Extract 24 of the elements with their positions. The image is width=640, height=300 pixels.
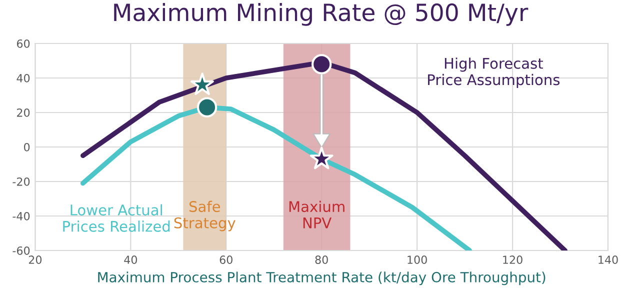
y-tick-label: 40 bbox=[16, 74, 30, 82]
y-tick-label: 60 bbox=[16, 39, 30, 48]
x-tick-label: 40 bbox=[124, 256, 137, 264]
x-tick-label: 60 bbox=[220, 256, 232, 264]
x-axis-title: Maximum Process Plant Treatment Rate (kt/day Ore Throughput) bbox=[98, 272, 546, 286]
series-label: Lower Actual Prices Realized bbox=[63, 204, 170, 232]
chart-title: Maximum Mining Rate @ 500 Mt/yr bbox=[114, 3, 528, 26]
series-label: High Forecast Price Assumptions bbox=[428, 58, 560, 88]
point bbox=[190, 72, 214, 96]
point bbox=[312, 54, 332, 74]
x-tick-label: 140 bbox=[598, 256, 618, 264]
y-tick-label: -20 bbox=[12, 177, 30, 186]
x-tick-label: 80 bbox=[315, 256, 328, 264]
point bbox=[196, 97, 218, 118]
x-tick-label: 120 bbox=[503, 256, 522, 264]
y-tick-label: -60 bbox=[12, 246, 30, 255]
band-label: Maxium NPV bbox=[289, 200, 344, 228]
x-tick-label: 100 bbox=[408, 256, 427, 264]
x-tick-label: 20 bbox=[28, 256, 42, 264]
point bbox=[310, 146, 334, 170]
y-tick-label: 0 bbox=[24, 142, 30, 152]
band-label: Safe Strategy bbox=[174, 200, 236, 232]
y-tick-label: 20 bbox=[17, 108, 30, 117]
y-tick-label: -40 bbox=[12, 212, 30, 220]
